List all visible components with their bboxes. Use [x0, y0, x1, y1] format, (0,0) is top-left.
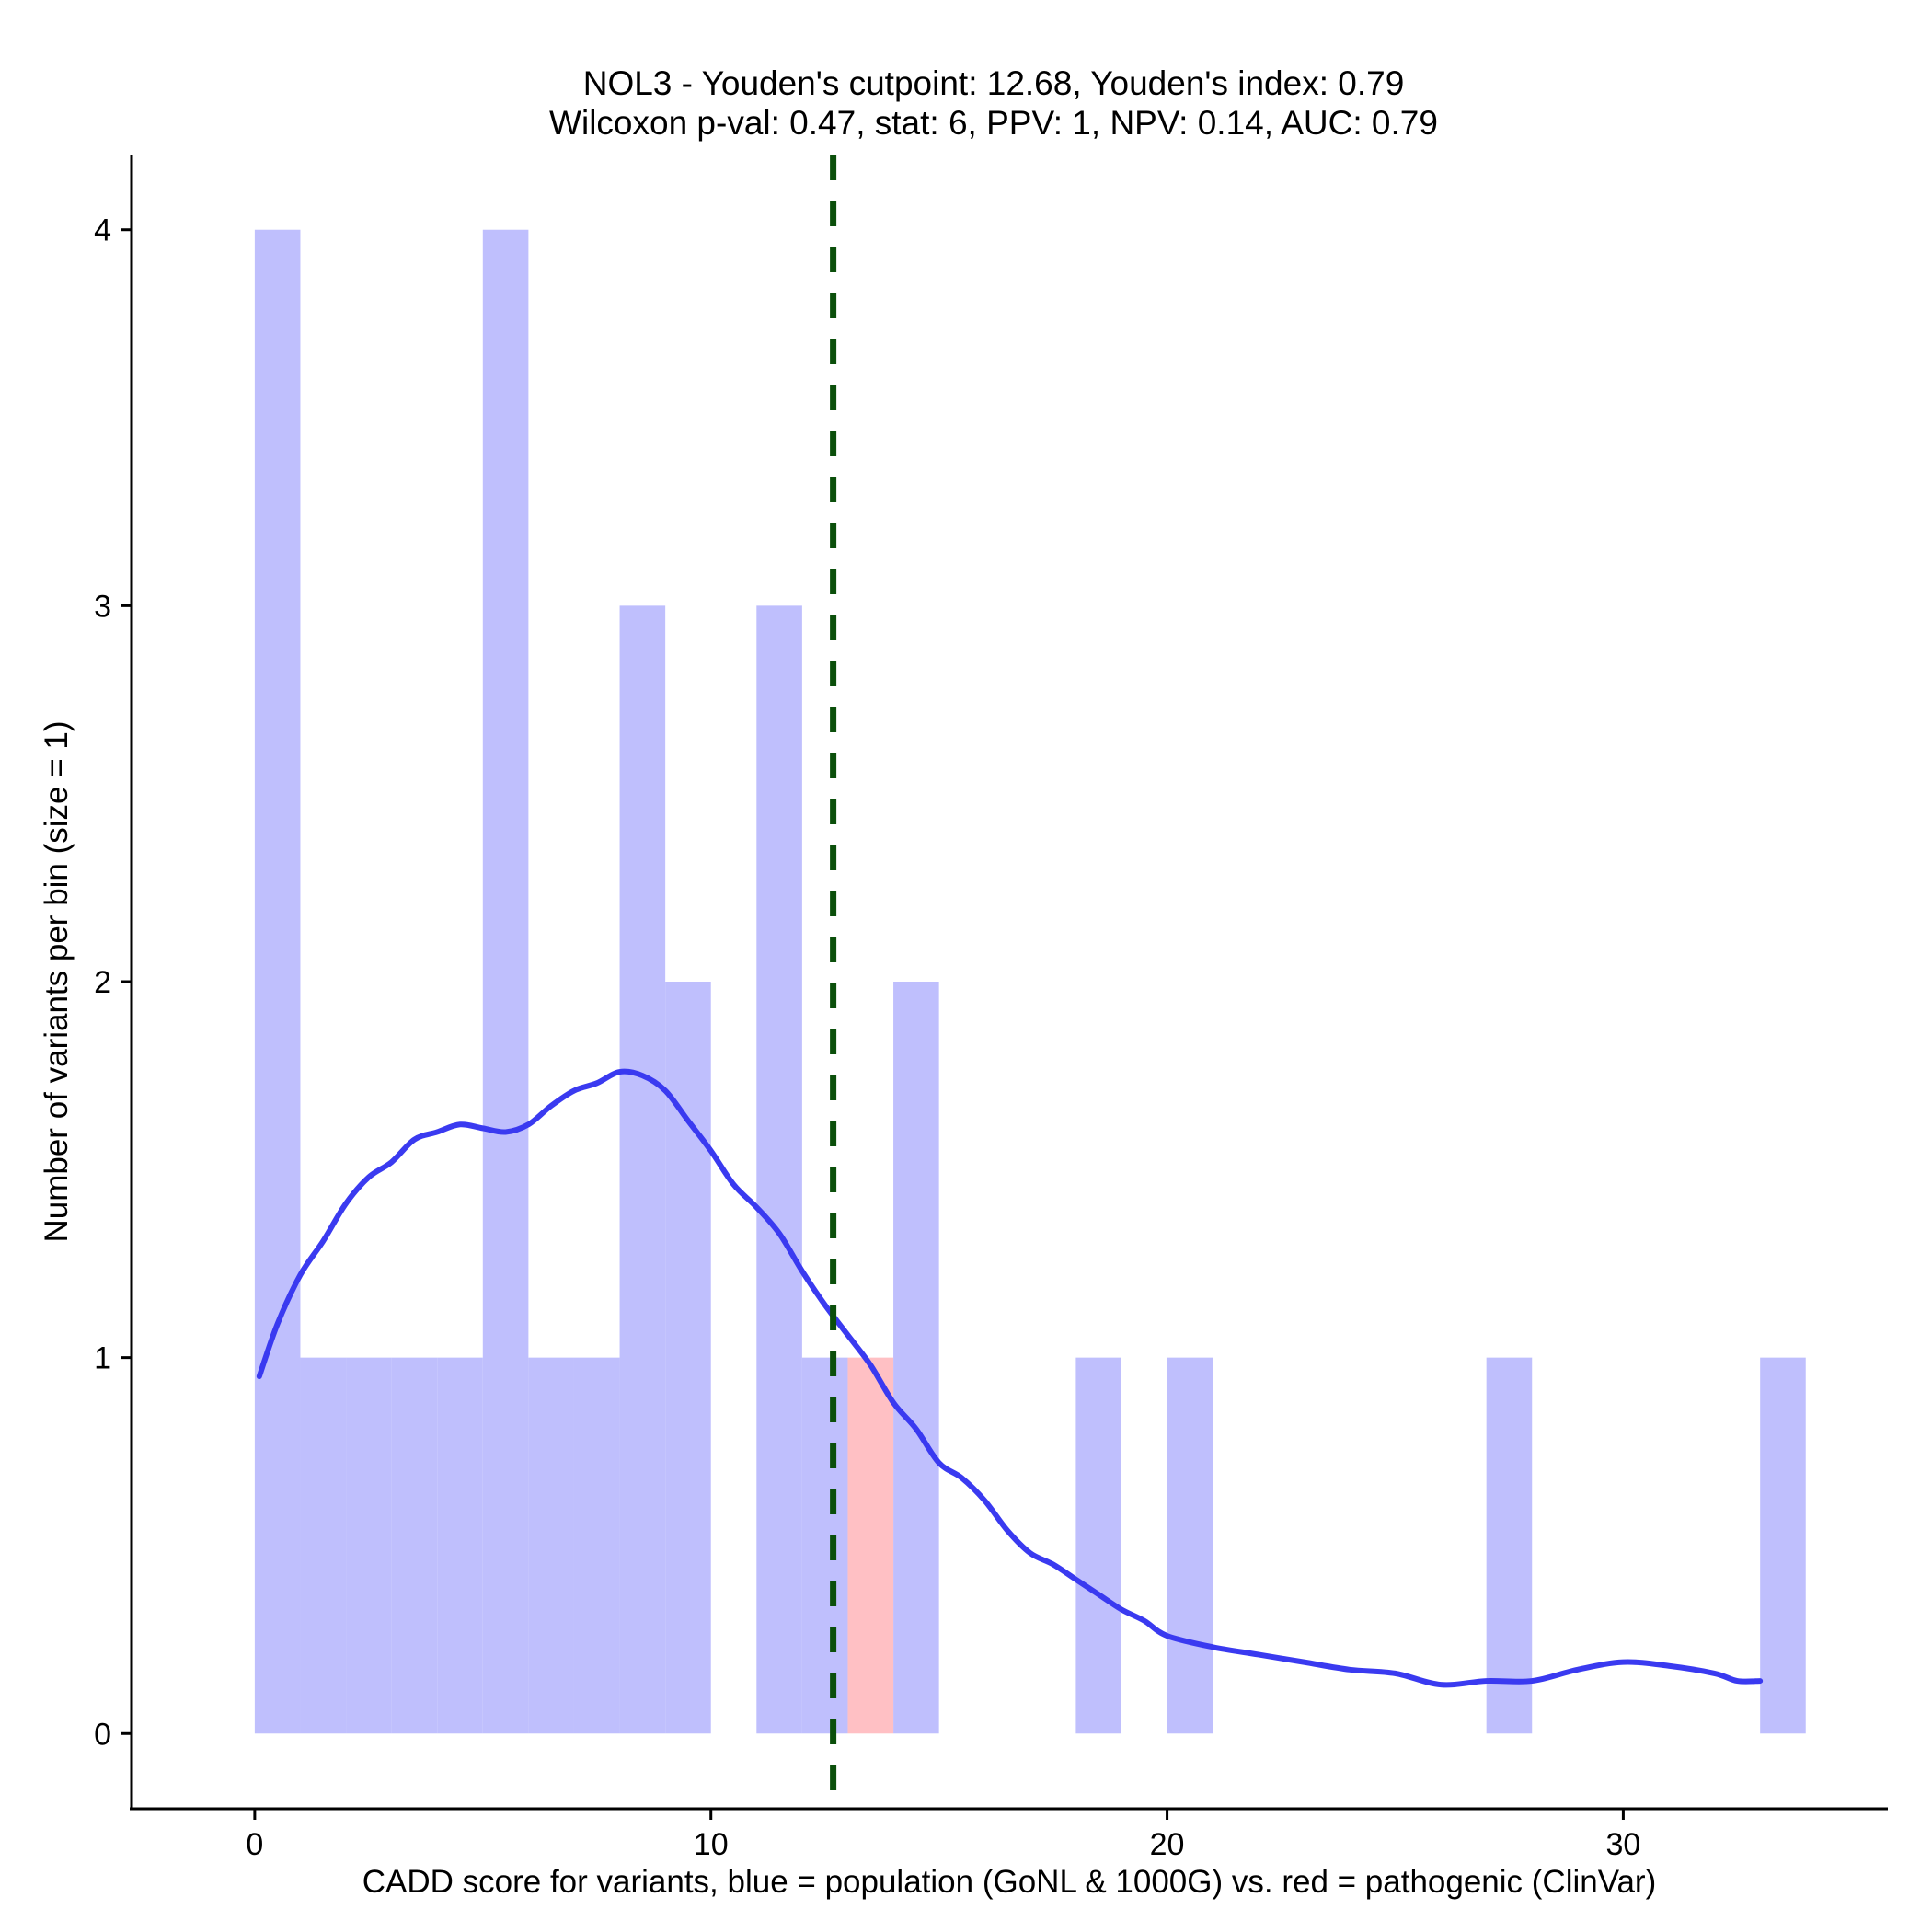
x-ticks: 0 10 20 30: [246, 1809, 1640, 1862]
population-bar-2: [346, 1357, 392, 1734]
population-bar-11: [756, 605, 802, 1734]
x-tick-label-0: 0: [246, 1827, 263, 1862]
population-bar-4: [437, 1357, 483, 1734]
population-bar-6: [528, 1357, 574, 1734]
y-ticks: 0 1 2 3 4: [94, 213, 132, 1752]
population-bar-18: [1075, 1357, 1121, 1734]
population-bar-33: [1760, 1357, 1806, 1734]
density-layer: [256, 1068, 1764, 1688]
histogram-bars: [254, 229, 1806, 1734]
y-tick-label-4: 4: [94, 213, 111, 248]
population-bar-3: [391, 1357, 438, 1734]
pathogenic-bar-13: [847, 1357, 894, 1734]
chart-subtitle: Wilcoxon p-val: 0.47, stat: 6, PPV: 1, N…: [549, 104, 1438, 142]
population-bar-0: [254, 229, 301, 1734]
population-bar-20: [1167, 1357, 1213, 1734]
population-bar-5: [482, 229, 529, 1734]
density-curve: [256, 1068, 1764, 1688]
population-bar-27: [1486, 1357, 1533, 1734]
chart-title: NOL3 - Youden's cutpoint: 12.68, Youden'…: [583, 64, 1405, 102]
x-axis-title: CADD score for variants, blue = populati…: [362, 1864, 1657, 1900]
population-bar-12: [801, 1357, 848, 1734]
y-tick-label-2: 2: [94, 965, 111, 1000]
x-tick-label-30: 30: [1605, 1827, 1640, 1862]
population-bar-14: [893, 982, 939, 1734]
population-bar-8: [619, 605, 666, 1734]
x-tick-label-20: 20: [1150, 1827, 1185, 1862]
y-tick-label-0: 0: [94, 1717, 111, 1752]
y-tick-label-3: 3: [94, 589, 111, 624]
y-tick-label-1: 1: [94, 1341, 111, 1376]
y-axis-title: Number of variants per bin (size = 1): [39, 720, 75, 1242]
population-bar-1: [300, 1357, 347, 1734]
x-tick-label-10: 10: [694, 1827, 729, 1862]
population-bar-7: [573, 1357, 620, 1734]
population-bar-9: [665, 982, 711, 1734]
